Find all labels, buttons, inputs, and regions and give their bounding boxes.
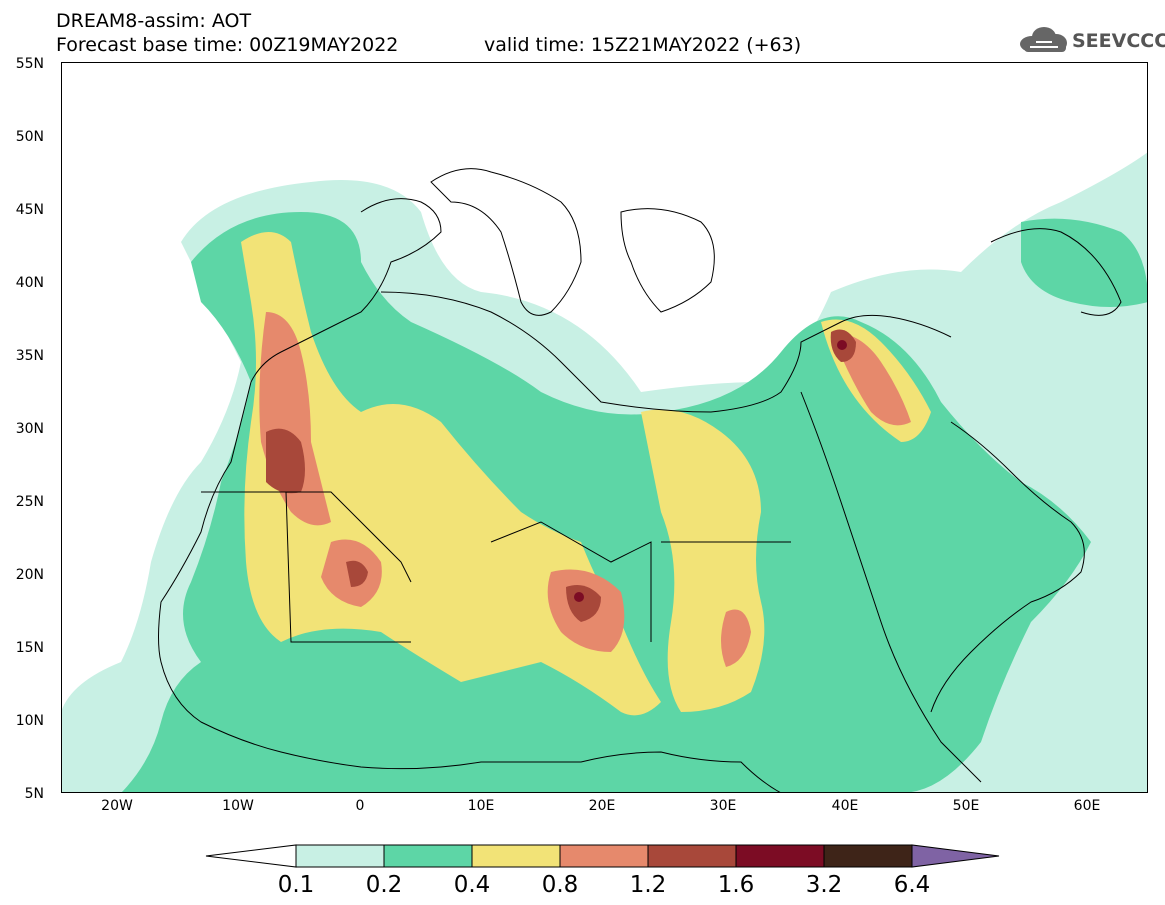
lon-label: 60E bbox=[1073, 798, 1101, 814]
lat-label: 30N bbox=[15, 421, 44, 437]
lon-label: 10E bbox=[467, 798, 495, 814]
lat-label: 5N bbox=[24, 786, 44, 802]
lon-label: 0 bbox=[355, 798, 365, 814]
legend-label: 0.8 bbox=[541, 872, 579, 898]
legend-swatch bbox=[295, 844, 385, 868]
legend-label: 1.2 bbox=[629, 872, 667, 898]
legend-swatch bbox=[559, 844, 649, 868]
cloud-icon bbox=[1020, 27, 1067, 52]
legend-swatch bbox=[471, 844, 561, 868]
lon-label: 30E bbox=[709, 798, 737, 814]
legend-high-arrow bbox=[911, 844, 1000, 868]
legend-label: 3.2 bbox=[805, 872, 843, 898]
lat-label: 20N bbox=[15, 567, 44, 583]
lat-label: 40N bbox=[15, 275, 44, 291]
aot-map bbox=[61, 62, 1148, 793]
legend-low-arrow bbox=[205, 844, 297, 868]
legend-swatch bbox=[735, 844, 825, 868]
map-title: DREAM8-assim: AOT bbox=[56, 10, 252, 32]
lon-label: 50E bbox=[952, 798, 980, 814]
legend-swatch bbox=[383, 844, 473, 868]
lat-label: 35N bbox=[15, 348, 44, 364]
legend-label: 0.1 bbox=[277, 872, 315, 898]
legend-label: 0.4 bbox=[453, 872, 491, 898]
legend-label: 0.2 bbox=[365, 872, 403, 898]
lat-label: 25N bbox=[15, 494, 44, 510]
forecast-base-time: Forecast base time: 00Z19MAY2022 bbox=[56, 34, 399, 56]
lat-label: 10N bbox=[15, 713, 44, 729]
lat-label: 45N bbox=[15, 202, 44, 218]
legend-label: 1.6 bbox=[717, 872, 755, 898]
color-legend bbox=[205, 844, 1000, 868]
legend-swatch bbox=[647, 844, 737, 868]
lon-label: 20W bbox=[101, 798, 133, 814]
legend-swatch bbox=[823, 844, 913, 868]
lat-label: 15N bbox=[15, 640, 44, 656]
lat-label: 55N bbox=[15, 56, 44, 72]
coastlines bbox=[158, 168, 1122, 793]
lon-label: 40E bbox=[831, 798, 859, 814]
aot-shading bbox=[61, 152, 1148, 793]
lon-label: 20E bbox=[588, 798, 616, 814]
logo-text: SEEVCCC bbox=[1072, 30, 1165, 52]
lon-label: 10W bbox=[222, 798, 254, 814]
lat-label: 50N bbox=[15, 129, 44, 145]
legend-label: 6.4 bbox=[893, 872, 931, 898]
valid-time: valid time: 15Z21MAY2022 (+63) bbox=[484, 34, 802, 56]
